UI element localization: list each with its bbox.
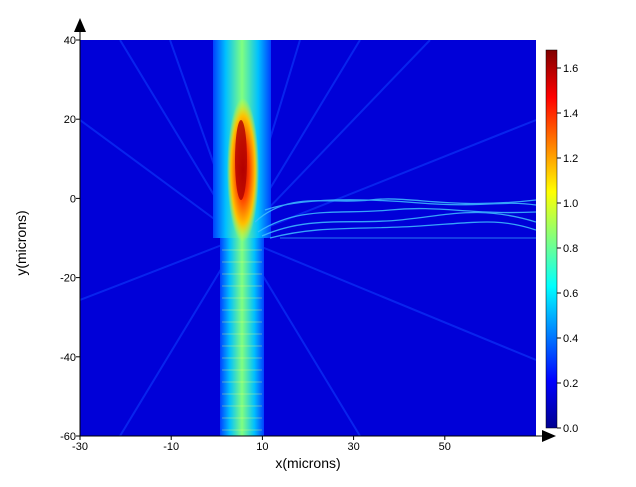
colorbar-tick-labels: 1.6 1.4 1.2 1.0 0.8 0.6 0.4 0.2 0.0 (557, 63, 578, 435)
y-tick-label: 40 (64, 35, 76, 47)
x-tick-label: 30 (347, 441, 359, 453)
colorbar-tick-label: 1.0 (563, 198, 578, 210)
y-tick-label: -40 (60, 352, 76, 364)
y-axis-label: y(microns) (13, 210, 29, 275)
x-tick-label: 50 (439, 441, 451, 453)
x-tick-labels: -30 -10 10 30 50 (72, 436, 451, 453)
x-tick-label: -30 (72, 441, 88, 453)
input-waveguide (220, 238, 264, 436)
colorbar-tick-label: 0.6 (563, 288, 578, 300)
y-tick-label: 20 (64, 114, 76, 126)
y-tick-labels: 40 20 0 -20 -40 -60 (60, 35, 80, 443)
colorbar-tick-label: 0.8 (563, 243, 578, 255)
colorbar-tick-label: 0.2 (563, 378, 578, 390)
colorbar-tick-label: 1.2 (563, 153, 578, 165)
x-axis-label: x(microns) (275, 455, 340, 471)
hot-spot-core (235, 120, 247, 200)
colorbar-tick-label: 1.6 (563, 63, 578, 75)
x-tick-label: 10 (256, 441, 268, 453)
y-tick-label: -60 (60, 431, 76, 443)
x-tick-label: -10 (163, 441, 179, 453)
y-tick-label: 0 (70, 193, 76, 205)
y-axis-arrow-icon (74, 18, 86, 32)
heatmap-plot (80, 40, 536, 436)
colorbar-tick-label: 0.4 (563, 333, 578, 345)
horizontal-guided-light (254, 198, 536, 239)
colorbar-tick-label: 0.0 (563, 423, 578, 435)
colorbar (545, 49, 558, 429)
axes (79, 22, 548, 437)
y-tick-label: -20 (60, 273, 76, 285)
colorbar-tick-label: 1.4 (563, 108, 578, 120)
x-axis-arrow-icon (542, 430, 556, 442)
waveguide-fringes (222, 249, 262, 431)
